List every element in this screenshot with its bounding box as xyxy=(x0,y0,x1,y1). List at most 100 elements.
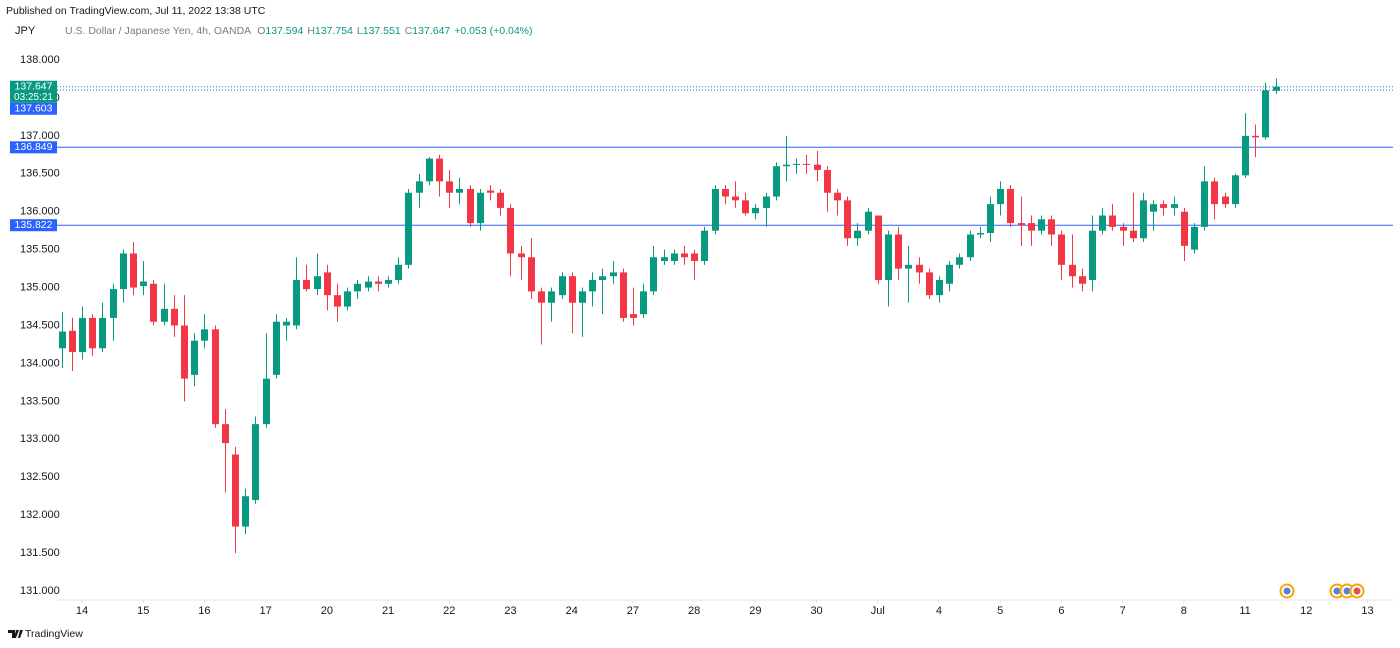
candle-body xyxy=(1028,223,1035,231)
candle-body xyxy=(59,331,66,349)
candle-body xyxy=(834,192,841,201)
candle-body xyxy=(905,264,912,269)
candle-body xyxy=(365,281,372,288)
candle-body xyxy=(742,200,749,214)
axis-unit: JPY xyxy=(15,25,36,37)
y-tick-label: 136.000 xyxy=(20,206,60,218)
x-tick-label: 27 xyxy=(627,605,639,617)
candle-body xyxy=(354,283,361,292)
candle-body xyxy=(1222,196,1229,205)
candle-body xyxy=(99,317,106,349)
y-tick-label: 131.000 xyxy=(20,585,60,597)
candle-body xyxy=(630,314,637,318)
candle-body xyxy=(334,295,341,307)
candle-body xyxy=(610,272,617,277)
candle-body xyxy=(426,158,433,182)
candle-body xyxy=(814,164,821,170)
x-tick-label: 4 xyxy=(936,605,942,617)
candle-body xyxy=(987,204,994,233)
candle-body xyxy=(477,192,484,224)
x-tick-label: 7 xyxy=(1120,605,1126,617)
candle-body xyxy=(273,321,280,375)
candle-body xyxy=(1140,200,1147,239)
y-tick-label: 131.500 xyxy=(20,547,60,559)
candle-body xyxy=(1252,135,1259,138)
candle-body xyxy=(967,234,974,258)
candle-body xyxy=(314,276,321,290)
y-tick-label: 136.500 xyxy=(20,168,60,180)
candle-body xyxy=(1120,226,1127,231)
candle-body xyxy=(1262,90,1269,138)
candle-body xyxy=(1058,234,1065,265)
candle-body xyxy=(456,188,463,193)
legend: U.S. Dollar / Japanese Yen, 4h, OANDA O13… xyxy=(65,25,533,37)
candle-body xyxy=(518,253,525,258)
candle-body xyxy=(283,321,290,326)
legend-ohlc-label: O xyxy=(257,25,265,37)
candle-body xyxy=(293,279,300,326)
price-label-box xyxy=(10,102,57,115)
y-tick-label: 137.000 xyxy=(20,130,60,142)
candle-body xyxy=(916,264,923,273)
x-tick-label: 17 xyxy=(260,605,272,617)
candle-body xyxy=(803,163,810,165)
candle-body xyxy=(538,291,545,303)
x-tick-label: 13 xyxy=(1361,605,1373,617)
y-tick-label: 132.000 xyxy=(20,509,60,521)
event-icons xyxy=(1279,583,1365,599)
candle-body xyxy=(579,291,586,303)
candle-body xyxy=(467,188,474,224)
candle-body xyxy=(324,272,331,296)
candle-body xyxy=(1171,204,1178,208)
candle-body xyxy=(1018,223,1025,226)
price-label-box xyxy=(10,141,57,154)
x-tick-label: 6 xyxy=(1058,605,1064,617)
candle-body xyxy=(69,330,76,353)
candle-body xyxy=(722,188,729,197)
candle-body xyxy=(212,329,219,425)
price-label: 135.822 xyxy=(15,219,53,231)
legend-title: U.S. Dollar / Japanese Yen, 4h, OANDA xyxy=(65,25,251,37)
candle-body xyxy=(416,181,423,193)
candle-body xyxy=(222,424,229,444)
y-tick-label: 133.000 xyxy=(20,433,60,445)
candle-body xyxy=(875,215,882,280)
candle-body xyxy=(936,279,943,296)
candle-body xyxy=(691,253,698,262)
candle-body xyxy=(763,196,770,208)
price-label-box xyxy=(10,219,57,232)
candle-body xyxy=(620,272,627,318)
candle-body xyxy=(1089,230,1096,280)
brand-name: TradingView xyxy=(25,628,83,640)
candle-body xyxy=(854,230,861,239)
candle-body xyxy=(344,291,351,307)
candle-body xyxy=(446,181,453,193)
x-tick-label: Jul xyxy=(871,605,885,617)
candle-body xyxy=(865,211,872,231)
candle-body xyxy=(1160,204,1167,208)
candle-body xyxy=(120,253,127,290)
candle-body xyxy=(773,166,780,197)
candle-body xyxy=(956,257,963,265)
candle-body xyxy=(1109,215,1116,227)
published-note: Published on TradingView.com, Jul 11, 20… xyxy=(6,5,266,17)
candle-body xyxy=(844,200,851,239)
candle-body xyxy=(1242,135,1249,176)
price-label: 137.647 xyxy=(15,81,53,93)
candle-body xyxy=(650,257,657,292)
event-flag xyxy=(1333,587,1341,595)
candle-body xyxy=(528,257,535,292)
x-tick-label: 20 xyxy=(321,605,333,617)
candle-body xyxy=(375,281,382,284)
y-tick-label: 138.000 xyxy=(20,54,60,66)
x-tick-label: 22 xyxy=(443,605,455,617)
candle-body xyxy=(977,232,984,235)
candle-body xyxy=(79,317,86,353)
candle-body xyxy=(303,279,310,290)
legend-change: +0.053 (+0.04%) xyxy=(454,25,532,37)
candle-body xyxy=(1191,226,1198,250)
candle-body xyxy=(1201,181,1208,227)
x-tick-label: 14 xyxy=(76,605,88,617)
candle-body xyxy=(599,276,606,280)
